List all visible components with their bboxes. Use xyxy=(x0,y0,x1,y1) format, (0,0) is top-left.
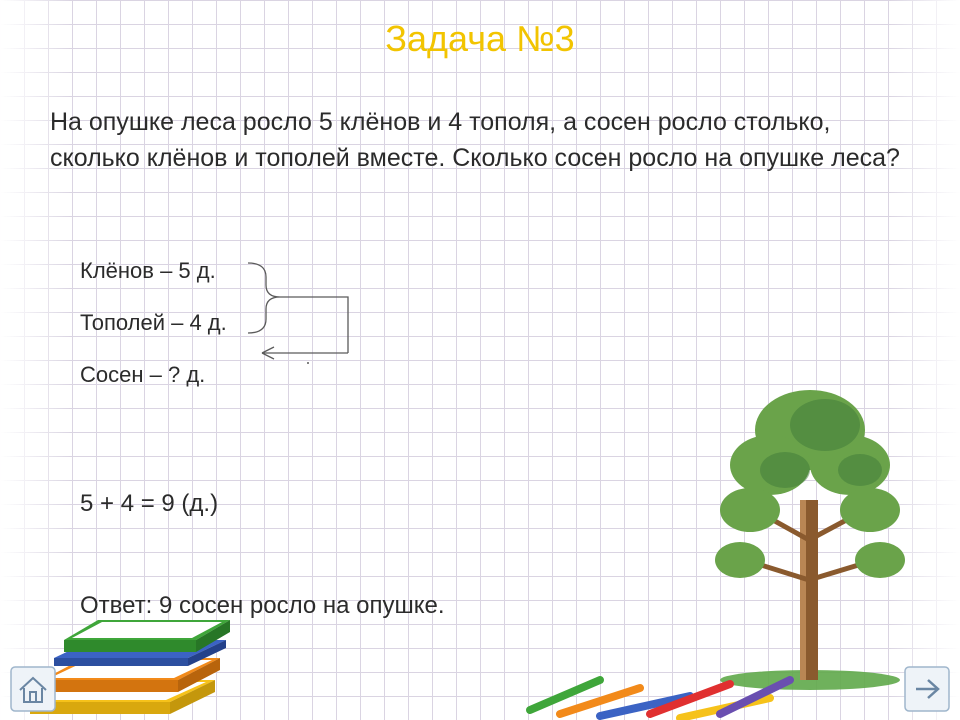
brace-arrow-diagram xyxy=(240,255,400,425)
given-line-3: Сосен – ? д. xyxy=(80,364,227,386)
home-button[interactable] xyxy=(10,666,56,712)
problem-text: На опушке леса росло 5 клёнов и 4 тополя… xyxy=(50,104,900,177)
pens-illustration xyxy=(520,640,800,720)
given-block: Клёнов – 5 д. Тополей – 4 д. Сосен – ? д… xyxy=(80,260,227,416)
given-line-2: Тополей – 4 д. xyxy=(80,312,227,334)
slide-title: Задача №3 xyxy=(0,18,960,60)
given-line-1: Клёнов – 5 д. xyxy=(80,260,227,282)
slide-page: Задача №3 На опушке леса росло 5 клёнов … xyxy=(0,0,960,720)
next-button[interactable] xyxy=(904,666,950,712)
equation-text: 5 + 4 = 9 (д.) xyxy=(80,490,218,518)
